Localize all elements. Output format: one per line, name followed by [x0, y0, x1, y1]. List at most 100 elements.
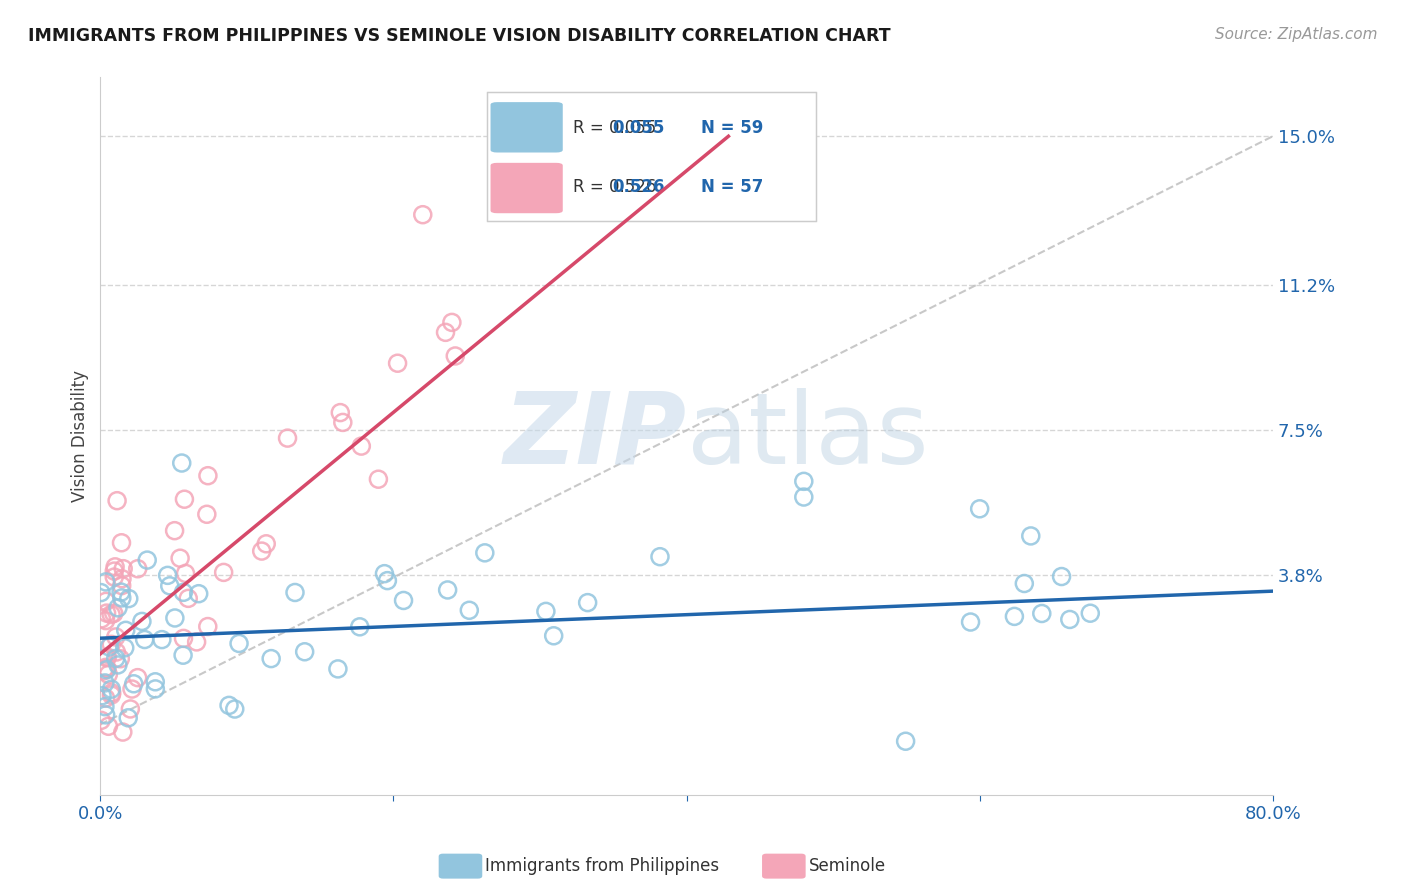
Point: [329, 406, 352, 420]
Point: [105, 645, 128, 659]
Point: [96, 663, 118, 677]
Point: [1031, 607, 1053, 621]
Point: [100, 686, 122, 700]
Point: [94, 699, 117, 714]
Point: [97, 667, 120, 681]
Point: [186, 635, 208, 649]
Point: [127, 562, 149, 576]
Point: [103, 564, 125, 578]
Point: [156, 568, 179, 582]
Point: [94, 594, 117, 608]
Y-axis label: Vision Disability: Vision Disability: [72, 370, 89, 502]
Point: [195, 508, 218, 522]
Text: Seminole: Seminole: [808, 857, 886, 875]
Point: [350, 439, 373, 453]
Point: [250, 544, 273, 558]
Point: [218, 698, 240, 713]
Point: [1050, 569, 1073, 583]
Point: [260, 651, 283, 665]
Point: [121, 681, 143, 696]
Point: [1078, 606, 1101, 620]
Point: [332, 416, 354, 430]
Point: [474, 546, 496, 560]
Point: [387, 356, 409, 370]
Point: [212, 566, 235, 580]
Point: [94, 676, 117, 690]
Point: [110, 652, 132, 666]
Point: [969, 501, 991, 516]
Point: [117, 711, 139, 725]
Point: [150, 632, 173, 647]
Point: [1019, 529, 1042, 543]
Point: [143, 674, 166, 689]
Point: [648, 549, 671, 564]
Point: [277, 431, 299, 445]
Text: Source: ZipAtlas.com: Source: ZipAtlas.com: [1215, 27, 1378, 42]
Text: Immigrants from Philippines: Immigrants from Philippines: [485, 857, 720, 875]
Point: [105, 493, 128, 508]
Point: [163, 524, 186, 538]
Point: [107, 600, 129, 615]
Point: [90, 714, 112, 728]
Text: IMMIGRANTS FROM PHILIPPINES VS SEMINOLE VISION DISABILITY CORRELATION CHART: IMMIGRANTS FROM PHILIPPINES VS SEMINOLE …: [28, 27, 891, 45]
Point: [103, 607, 125, 621]
Point: [143, 681, 166, 696]
Point: [111, 725, 134, 739]
Point: [91, 689, 114, 703]
Point: [959, 615, 981, 629]
Point: [197, 619, 219, 633]
Point: [90, 585, 112, 599]
Point: [326, 662, 349, 676]
Point: [373, 566, 395, 581]
Point: [94, 660, 117, 674]
Point: [793, 490, 815, 504]
Point: [104, 651, 127, 665]
Point: [94, 691, 117, 706]
Point: [98, 640, 121, 654]
Text: atlas: atlas: [686, 388, 928, 484]
Point: [97, 719, 120, 733]
Point: [174, 566, 197, 581]
Point: [103, 570, 125, 584]
Point: [122, 677, 145, 691]
Point: [110, 535, 132, 549]
Point: [377, 574, 399, 588]
Point: [169, 551, 191, 566]
Point: [94, 574, 117, 589]
Point: [96, 650, 118, 665]
Point: [254, 537, 277, 551]
Point: [1059, 612, 1081, 626]
Point: [94, 707, 117, 722]
Point: [90, 612, 112, 626]
Point: [294, 645, 316, 659]
Point: [576, 596, 599, 610]
Point: [534, 604, 557, 618]
Point: [173, 492, 195, 507]
Point: [436, 582, 458, 597]
Text: ZIP: ZIP: [503, 388, 686, 484]
Point: [392, 593, 415, 607]
Point: [112, 562, 135, 576]
Point: [197, 468, 219, 483]
Point: [284, 585, 307, 599]
Point: [159, 579, 181, 593]
Point: [100, 607, 122, 622]
Point: [136, 553, 159, 567]
Point: [93, 664, 115, 678]
Point: [104, 559, 127, 574]
Point: [107, 657, 129, 672]
Point: [224, 702, 246, 716]
Point: [96, 650, 118, 665]
Point: [434, 326, 457, 340]
Point: [100, 682, 122, 697]
Point: [127, 671, 149, 685]
Point: [163, 611, 186, 625]
Point: [228, 636, 250, 650]
Point: [412, 208, 434, 222]
Point: [367, 472, 389, 486]
Point: [173, 632, 195, 646]
Point: [543, 629, 565, 643]
Point: [170, 456, 193, 470]
Point: [1014, 576, 1036, 591]
Point: [134, 632, 156, 647]
